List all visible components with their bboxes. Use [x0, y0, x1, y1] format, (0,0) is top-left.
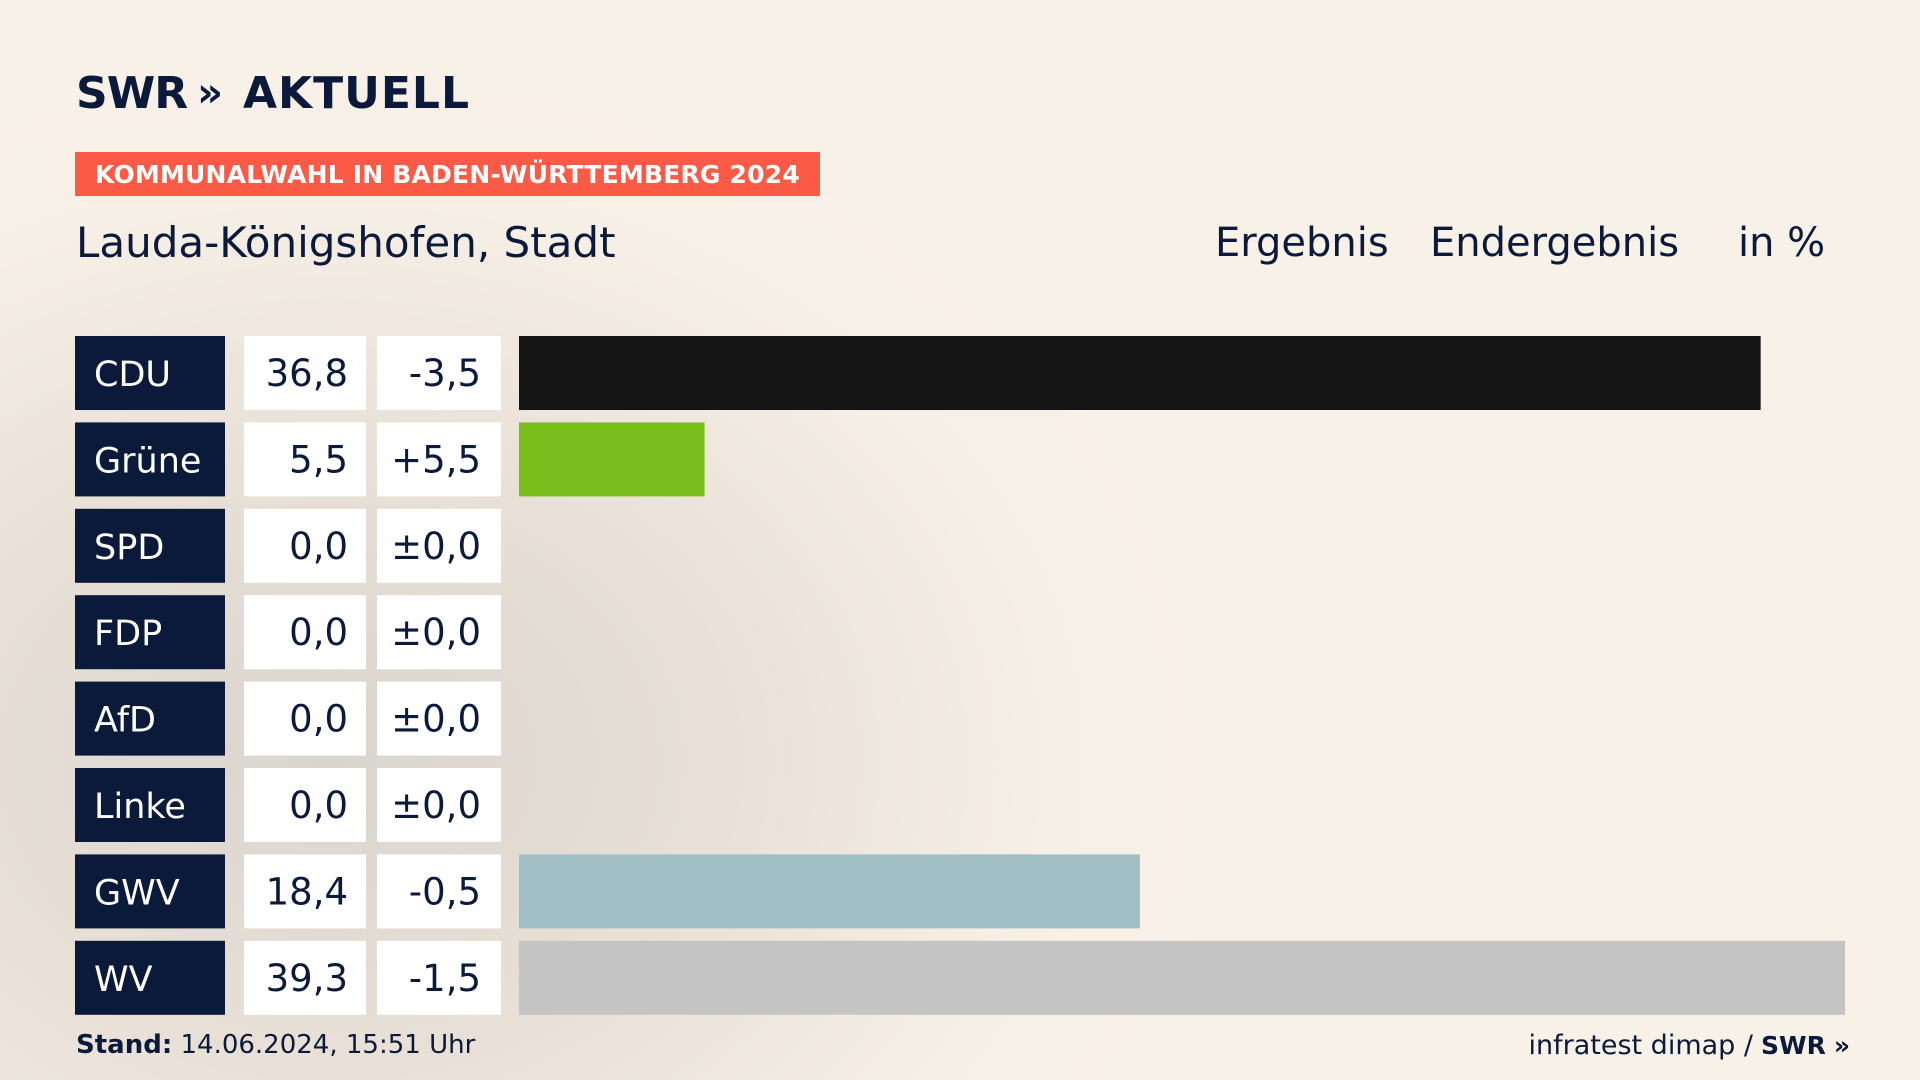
timestamp: Stand: 14.06.2024, 15:51 Uhr — [76, 1030, 475, 1060]
party-label-box — [75, 768, 225, 842]
value-cell — [244, 595, 366, 670]
change-cell — [377, 940, 501, 1015]
value-cell — [244, 940, 366, 1015]
swr-aktuell-logo: SWR » AKTUELL — [76, 67, 470, 119]
value-label: 5,5 — [289, 438, 348, 481]
value-cell — [244, 422, 366, 497]
change-label: +5,5 — [391, 438, 481, 481]
location-title: Lauda-Königshofen, Stadt — [76, 218, 616, 267]
value-label: 36,8 — [266, 352, 348, 395]
change-label: ±0,0 — [391, 611, 481, 654]
source-text: infratest dimap / — [1528, 1030, 1753, 1061]
party-label: SPD — [94, 528, 164, 568]
value-label: 18,4 — [266, 870, 348, 913]
change-label: ±0,0 — [391, 525, 481, 568]
change-cell — [377, 422, 501, 497]
timestamp-label: Stand: — [76, 1030, 173, 1060]
party-label: Grüne — [94, 441, 201, 481]
result-bar — [519, 854, 1140, 929]
party-label: Linke — [94, 787, 186, 827]
party-label: CDU — [94, 355, 171, 395]
change-label: -0,5 — [409, 870, 481, 913]
change-label: ±0,0 — [391, 698, 481, 741]
value-label: 0,0 — [289, 611, 348, 654]
party-label-box — [75, 336, 225, 410]
column-header-unit: in % — [1738, 220, 1826, 266]
change-label: ±0,0 — [391, 784, 481, 827]
source-credit: infratest dimap / SWR » — [1528, 1030, 1850, 1061]
column-header-result: Ergebnis — [1215, 220, 1389, 266]
party-label-box — [75, 595, 225, 670]
value-label: 0,0 — [289, 525, 348, 568]
value-cell — [244, 508, 366, 583]
source-chevrons-icon: » — [1833, 1031, 1850, 1060]
party-label: AfD — [94, 701, 156, 741]
timestamp-value: 14.06.2024, 15:51 Uhr — [180, 1030, 476, 1060]
party-label-box — [75, 681, 225, 756]
party-label: FDP — [94, 614, 162, 654]
change-cell — [377, 336, 501, 410]
election-banner: KOMMUNALWAHL IN BADEN-WÜRTTEMBERG 2024 — [75, 152, 820, 196]
change-cell — [377, 768, 501, 842]
value-label: 39,3 — [266, 957, 348, 1000]
brand-section: AKTUELL — [242, 67, 470, 119]
value-cell — [244, 681, 366, 756]
change-cell — [377, 508, 501, 583]
party-label: WV — [94, 960, 153, 1000]
change-cell — [377, 681, 501, 756]
column-header-status: Endergebnis — [1430, 220, 1680, 266]
change-label: -1,5 — [409, 957, 481, 1000]
party-label-box — [75, 854, 225, 929]
result-bar — [519, 940, 1845, 1015]
brand-name: SWR — [76, 67, 188, 119]
party-label-box — [75, 422, 225, 497]
value-cell — [244, 768, 366, 842]
result-bar — [519, 336, 1761, 410]
value-cell — [244, 336, 366, 410]
party-label-box — [75, 940, 225, 1015]
source-brand: SWR — [1761, 1031, 1826, 1060]
change-cell — [377, 854, 501, 929]
value-cell — [244, 854, 366, 929]
change-label: -3,5 — [409, 352, 481, 395]
party-label-box — [75, 508, 225, 583]
party-label: GWV — [94, 873, 180, 913]
change-cell — [377, 595, 501, 670]
result-bar — [519, 422, 705, 497]
value-label: 0,0 — [289, 784, 348, 827]
value-label: 0,0 — [289, 698, 348, 741]
